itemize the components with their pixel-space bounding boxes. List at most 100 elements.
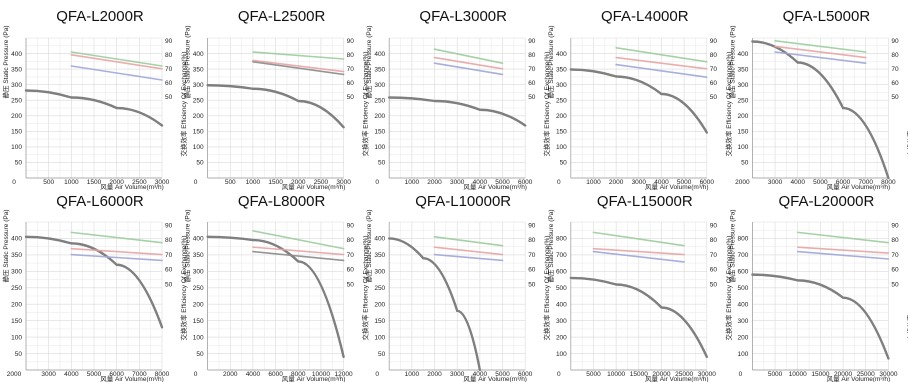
y-tick-label: 350 xyxy=(374,252,385,259)
y2-axis-label: 交换效率 Efficiency Of Exchange(%) xyxy=(724,236,733,341)
y-axis-label: 静压 Static Pressure (Pa) xyxy=(546,210,555,283)
x-tick-label: 2500 xyxy=(132,179,147,186)
x-tick-label: 6000 xyxy=(836,179,851,186)
x-axis-label: 风量 Air Volume(m³/h) xyxy=(645,375,709,382)
efficiency-curve xyxy=(252,250,345,262)
y2-tick-label: 60 xyxy=(347,80,355,87)
y-tick-label: 700 xyxy=(556,252,567,259)
x-axis-label: 风量 Air Volume(m³/h) xyxy=(645,183,709,191)
static-pressure-curve xyxy=(388,237,482,372)
x-tick-label: 7000 xyxy=(858,179,873,186)
y-tick-label: 300 xyxy=(374,82,385,89)
efficiency-curve xyxy=(70,65,163,81)
x-tick-label: 3000 xyxy=(632,179,647,186)
x-tick-label: 1000 xyxy=(405,371,420,378)
y-tick-label: 400 xyxy=(193,51,204,58)
y-tick-label: 100 xyxy=(738,144,749,151)
static-pressure-curve xyxy=(24,235,164,329)
y2-tick-label: 80 xyxy=(165,52,173,59)
y2-tick-label: 80 xyxy=(528,237,536,244)
y-tick-label: 250 xyxy=(738,98,749,105)
y-tick-label: 50 xyxy=(378,160,386,167)
x-axis-label: 风量 Air Volume(m³/h) xyxy=(100,375,164,382)
x-tick-label: 5000 xyxy=(813,179,828,186)
y-tick-label: 250 xyxy=(374,285,385,292)
y2-tick-label: 70 xyxy=(165,252,173,259)
y2-tick-label: 60 xyxy=(710,267,718,274)
y-tick-label: 350 xyxy=(193,252,204,259)
efficiency-curve xyxy=(252,246,345,256)
y-tick-label: 350 xyxy=(738,66,749,73)
x-tick-label: 1500 xyxy=(87,179,102,186)
efficiency-curve xyxy=(615,47,708,63)
efficiency-curve xyxy=(252,230,345,250)
y2-tick-label: 50 xyxy=(528,94,536,101)
y-tick-label: 400 xyxy=(11,51,22,58)
x-tick-label: 1500 xyxy=(268,179,283,186)
y-axis-label: 静压 Static Pressure (Pa) xyxy=(364,26,373,99)
y-tick-label: 300 xyxy=(556,82,567,89)
y-tick-label: 150 xyxy=(738,129,749,136)
efficiency-curve xyxy=(252,59,345,73)
chart-panel: QFA-L6000R 50 100 150 200 250 300 350 400 2000 300… xyxy=(1,193,188,382)
y2-tick-label: 60 xyxy=(710,80,718,87)
y-tick-label: 350 xyxy=(11,66,22,73)
static-pressure-curve xyxy=(388,96,527,127)
chart-title: QFA-L20000R xyxy=(778,193,874,210)
y2-tick-label: 50 xyxy=(891,94,899,101)
y2-tick-label: 70 xyxy=(891,66,899,73)
x-tick-label: 2000 xyxy=(223,371,238,378)
y-tick-label: 100 xyxy=(11,334,22,341)
y-tick-label: 200 xyxy=(738,113,749,120)
efficiency-curve xyxy=(774,45,867,59)
y2-tick-label: 60 xyxy=(891,80,899,87)
efficiency-curve xyxy=(70,253,163,262)
y-tick-label: 200 xyxy=(374,302,385,309)
x-tick-label: 1000 xyxy=(64,179,79,186)
x-tick-label: 8000 xyxy=(881,179,896,186)
static-pressure-curve xyxy=(569,68,708,134)
y-axis-label: 静压 Static Pressure (Pa) xyxy=(1,26,10,99)
y-tick-label: 200 xyxy=(556,113,567,120)
x-tick-label: 6000 xyxy=(109,371,124,378)
y-tick-label: 300 xyxy=(374,269,385,276)
x-tick-label: 5000 xyxy=(586,371,601,378)
y-tick-label: 800 xyxy=(738,236,749,243)
y-tick-label: 300 xyxy=(193,269,204,276)
chart-title: QFA-L4000R xyxy=(601,8,689,25)
efficiency-curve xyxy=(433,62,504,76)
y-tick-label: 150 xyxy=(193,129,204,136)
x-tick-label: 2000 xyxy=(291,179,306,186)
y-tick-label: 300 xyxy=(738,318,749,325)
y2-tick-label: 70 xyxy=(710,66,718,73)
x-tick-label: 12000 xyxy=(335,371,353,378)
chart-title: QFA-L2000R xyxy=(56,8,144,25)
chart-panel: QFA-L2500R 50 100 150 200 250 300 350 400 0 500 100… xyxy=(183,8,370,191)
efficiency-curve xyxy=(433,236,504,247)
y2-axis-label: 交换效率 Efficiency Of Exchange(%) xyxy=(905,52,908,157)
x-tick-label: 5000 xyxy=(677,179,692,186)
x-tick-label: 1000 xyxy=(405,179,420,186)
y-tick-label: 400 xyxy=(738,302,749,309)
x-tick-label: 5000 xyxy=(768,371,783,378)
x-tick-label: 3000 xyxy=(336,179,351,186)
y2-axis-label: 交换效率 Efficiency Of Exchange(%) xyxy=(361,236,370,341)
y-tick-label: 400 xyxy=(738,51,749,58)
efficiency-curve xyxy=(592,250,685,263)
chart-title: QFA-L15000R xyxy=(597,193,693,210)
y2-axis-label: 交换效率 Efficiency Of Exchange(%) xyxy=(179,52,188,157)
x-tick-label: 25000 xyxy=(675,371,693,378)
efficiency-curve xyxy=(70,247,163,256)
y2-tick-label: 80 xyxy=(891,237,899,244)
y-tick-label: 150 xyxy=(193,318,204,325)
y2-tick-label: 80 xyxy=(347,237,355,244)
efficiency-curve xyxy=(592,247,685,256)
efficiency-curve xyxy=(796,250,890,260)
y2-tick-label: 70 xyxy=(528,66,536,73)
y2-tick-label: 90 xyxy=(710,38,718,45)
y2-tick-label: 80 xyxy=(891,52,899,59)
efficiency-curve xyxy=(615,63,708,78)
